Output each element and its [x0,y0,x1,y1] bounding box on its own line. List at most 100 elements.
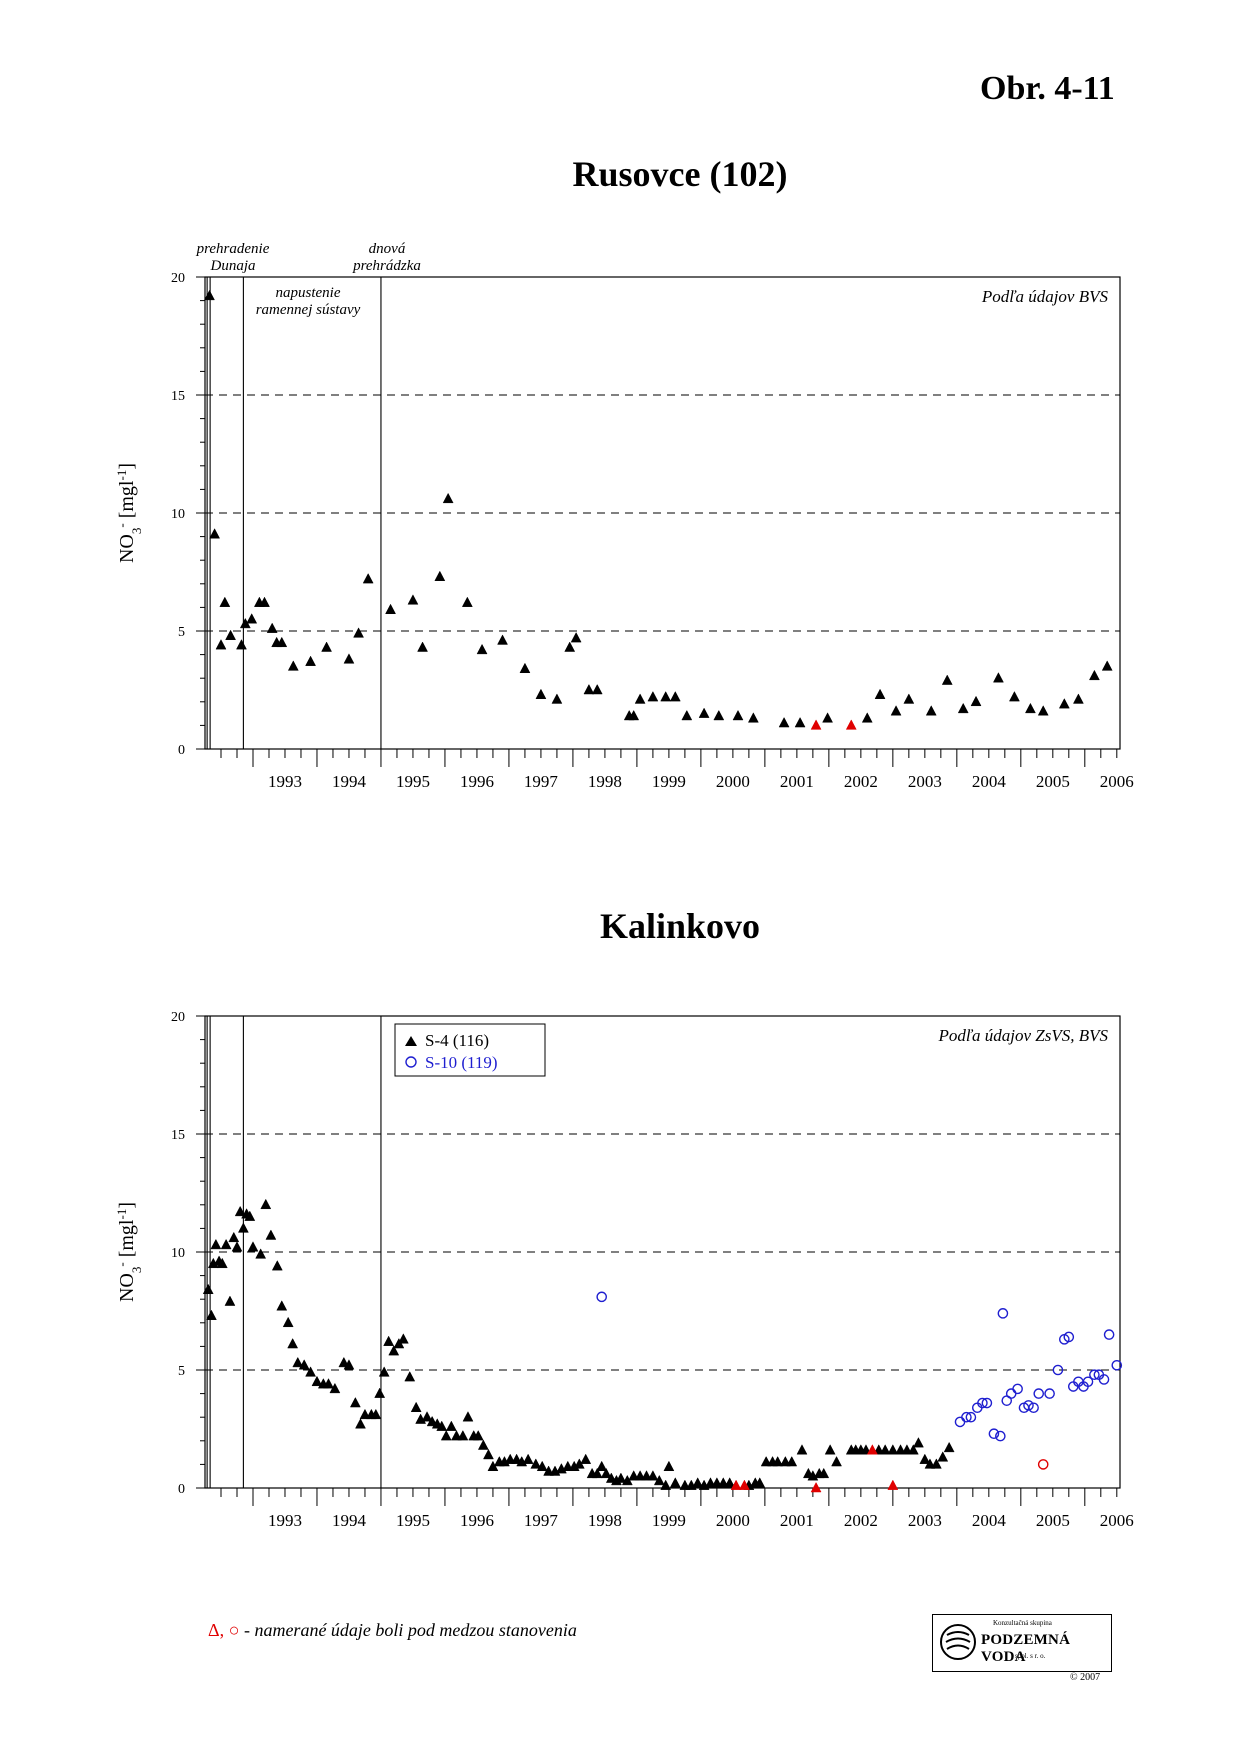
data-point-triangle [216,1257,228,1269]
data-point-triangle [660,691,672,702]
event-label: napustenie [276,285,341,301]
data-point-triangle [440,1430,452,1441]
data-point-triangle [321,641,332,652]
data-point-triangle [404,1371,416,1382]
data-point-below-detection [887,1479,899,1490]
data-point-triangle [271,1260,283,1271]
x-tick-label: 1998 [588,1511,622,1530]
data-point-triangle [874,688,886,699]
data-point-triangle [204,289,215,301]
legend-label: S-4 (116) [425,1031,489,1050]
data-point-triangle [231,1241,243,1252]
data-point-triangle [647,691,659,702]
data-point-triangle [246,613,258,624]
data-point-triangle [329,1382,341,1394]
data-point-triangle [476,643,488,655]
data-point-triangle [477,1439,489,1450]
data-point-triangle [205,1309,217,1320]
data-point-triangle [824,1444,836,1455]
data-point-triangle [228,1231,240,1243]
data-point-triangle [434,570,446,581]
data-point-triangle [660,1479,672,1490]
legend-marker-triangle [405,1036,417,1046]
data-point-triangle [215,639,227,650]
data-point-triangle [1072,693,1084,704]
data-point-triangle [247,1241,259,1252]
data-point-circle [1063,1331,1075,1343]
data-point-circle [1028,1402,1039,1414]
event-label: prehrádzka [352,258,421,274]
data-point-triangle [591,1467,603,1479]
data-point-triangle [234,1205,246,1217]
data-point-circle [1052,1364,1064,1376]
data-point-circle [1023,1400,1034,1411]
y-tick-label: 0 [178,743,185,758]
data-point-triangle [698,707,710,718]
data-point-circle [1103,1329,1115,1340]
data-point-triangle [260,1198,272,1210]
data-point-triangle [796,1444,808,1455]
legend-box [394,1023,546,1077]
x-tick-label: 2001 [780,1511,814,1530]
data-point-triangle [519,662,531,674]
data-point-triangle [1009,691,1020,702]
data-point-triangle [692,1477,704,1488]
data-point-triangle [822,712,833,723]
data-point-triangle [210,1238,222,1250]
data-point-circle [977,1397,988,1409]
data-point-triangle [591,683,603,695]
data-point-triangle [925,705,937,716]
x-tick-label: 1998 [588,772,622,791]
data-point-triangle [343,653,355,664]
data-point-below-detection [810,1481,822,1493]
x-tick-label: 1996 [460,1511,494,1530]
data-point-triangle [305,655,316,666]
data-point-triangle [220,1238,232,1250]
data-point-triangle [353,627,364,638]
data-point-triangle [457,1430,469,1441]
logo-main-text: PODZEMNÁ VODA [981,1632,1071,1665]
data-point-triangle [462,1411,474,1422]
data-point-triangle [970,695,982,707]
data-point-triangle [993,672,1004,683]
data-point-below-detection [738,1479,750,1490]
kalinkovo-chart: 0 5 10 15 20 1993 1994 1995 1996 1997 1998 1999 2000… [114,1010,1134,1530]
data-point-below-detection [845,719,857,730]
data-point-triangle [794,717,806,728]
data-point-circle [1005,1388,1017,1399]
data-point-triangle [754,1477,766,1488]
data-point-triangle [786,1456,798,1467]
x-tick-label: 1997 [524,1511,559,1530]
x-tick-label: 1995 [396,1511,430,1530]
data-point-triangle [580,1453,592,1464]
data-point-circle [1082,1376,1094,1388]
event-label: ramennej sústavy [256,302,361,318]
data-point-triangle [535,688,547,699]
x-tick-label: 2005 [1036,772,1070,791]
data-point-triangle [421,1411,433,1422]
data-point-triangle [323,1378,334,1389]
data-point-circle [1098,1374,1110,1385]
data-point-triangle [778,717,790,728]
data-point-circle [961,1411,972,1423]
source-note: Podľa údajov BVS [981,287,1109,306]
data-point-triangle [732,709,744,721]
data-point-circle [1033,1388,1045,1399]
data-point-triangle [292,1356,304,1368]
x-tick-label: 2002 [844,772,878,791]
data-point-triangle [957,702,969,714]
x-tick-label: 1994 [332,1511,367,1530]
data-point-triangle [225,629,237,640]
x-tick-label: 1995 [396,772,430,791]
legend-marker-circle [405,1056,417,1068]
x-tick-label: 2006 [1100,772,1134,791]
x-tick-label: 2004 [972,772,1007,791]
data-point-triangle [930,1458,942,1469]
data-point-triangle [219,596,231,607]
data-point-triangle [536,1460,548,1472]
data-point-triangle [436,1420,448,1431]
data-point-triangle [255,1248,267,1259]
x-tick-label: 1999 [652,1511,686,1530]
data-point-triangle [259,596,270,607]
data-point-triangle [681,709,693,721]
